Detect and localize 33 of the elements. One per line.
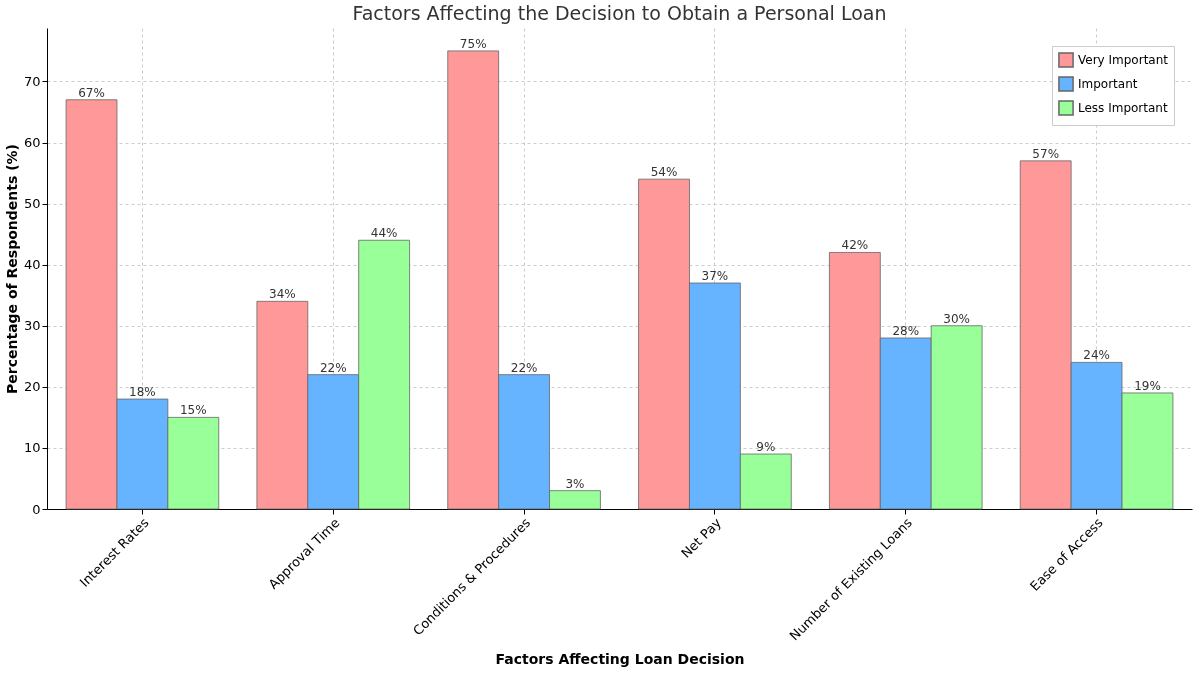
data-label: 19% <box>1134 378 1161 393</box>
data-label: 37% <box>701 269 729 284</box>
y-axis-title: Percentage of Respondents (%) <box>3 144 20 394</box>
data-label: 34% <box>269 287 296 302</box>
y-tick-label: 70 <box>23 73 41 89</box>
data-label: 9% <box>756 440 776 455</box>
y-tick-label: 50 <box>23 196 41 212</box>
y-tick-label: 40 <box>23 257 41 273</box>
y-tick-label: 10 <box>23 440 41 456</box>
data-label: 57% <box>1032 146 1060 161</box>
x-axis-title: Factors Affecting Loan Decision <box>495 651 745 668</box>
data-label: 44% <box>370 226 398 241</box>
legend-label: Important <box>1078 77 1138 91</box>
data-label: 22% <box>510 360 538 375</box>
data-label: 54% <box>650 165 678 180</box>
data-label: 3% <box>565 476 585 491</box>
chart-title: Factors Affecting the Decision to Obtain a Personal Loan <box>352 2 887 24</box>
data-label: 18% <box>129 385 156 400</box>
legend-label: Less Important <box>1078 101 1168 115</box>
data-label: 30% <box>943 311 970 326</box>
data-label: 42% <box>841 238 869 253</box>
y-tick-label: 20 <box>23 379 41 395</box>
y-tick-label: 30 <box>23 318 41 334</box>
legend-label: Very Important <box>1078 53 1169 67</box>
y-tick-label: 0 <box>32 501 41 517</box>
data-label: 28% <box>892 323 920 338</box>
x-tick-label: Net Pay <box>678 514 725 561</box>
y-tick-label: 60 <box>23 135 41 151</box>
data-label: 15% <box>179 403 207 418</box>
data-label: 67% <box>78 85 105 100</box>
data-label: 22% <box>319 360 347 375</box>
data-label: 24% <box>1083 348 1110 363</box>
data-label: 75% <box>459 36 487 51</box>
